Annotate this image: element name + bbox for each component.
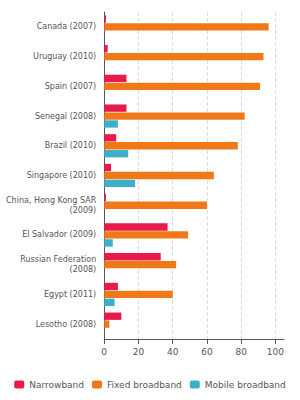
svg-text:60: 60 [201, 347, 213, 357]
svg-text:Senegal (2008): Senegal (2008) [35, 112, 96, 121]
svg-text:El Salvador (2009): El Salvador (2009) [22, 230, 96, 239]
svg-text:Russian Federation: Russian Federation [20, 255, 96, 264]
svg-text:(2009): (2009) [70, 206, 97, 215]
svg-text:20: 20 [133, 347, 145, 357]
svg-text:Fixed broadband: Fixed broadband [107, 380, 182, 390]
svg-text:0: 0 [101, 347, 107, 357]
svg-text:Lesotho (2008): Lesotho (2008) [36, 320, 97, 329]
svg-text:80: 80 [235, 347, 247, 357]
svg-text:100: 100 [267, 347, 284, 357]
svg-text:Mobile broadband: Mobile broadband [205, 380, 286, 390]
svg-text:Singapore (2010): Singapore (2010) [27, 171, 97, 180]
svg-text:Uruguay (2010): Uruguay (2010) [33, 52, 96, 61]
svg-text:(2008): (2008) [70, 265, 97, 274]
svg-text:Spain (2007): Spain (2007) [45, 82, 97, 91]
svg-text:China, Hong Kong SAR: China, Hong Kong SAR [6, 196, 97, 205]
svg-text:Egypt (2011): Egypt (2011) [44, 290, 96, 299]
svg-text:40: 40 [167, 347, 179, 357]
svg-text:Brazil (2010): Brazil (2010) [45, 141, 96, 150]
svg-text:Narrowband: Narrowband [29, 380, 84, 390]
svg-text:Canada (2007): Canada (2007) [37, 22, 97, 31]
